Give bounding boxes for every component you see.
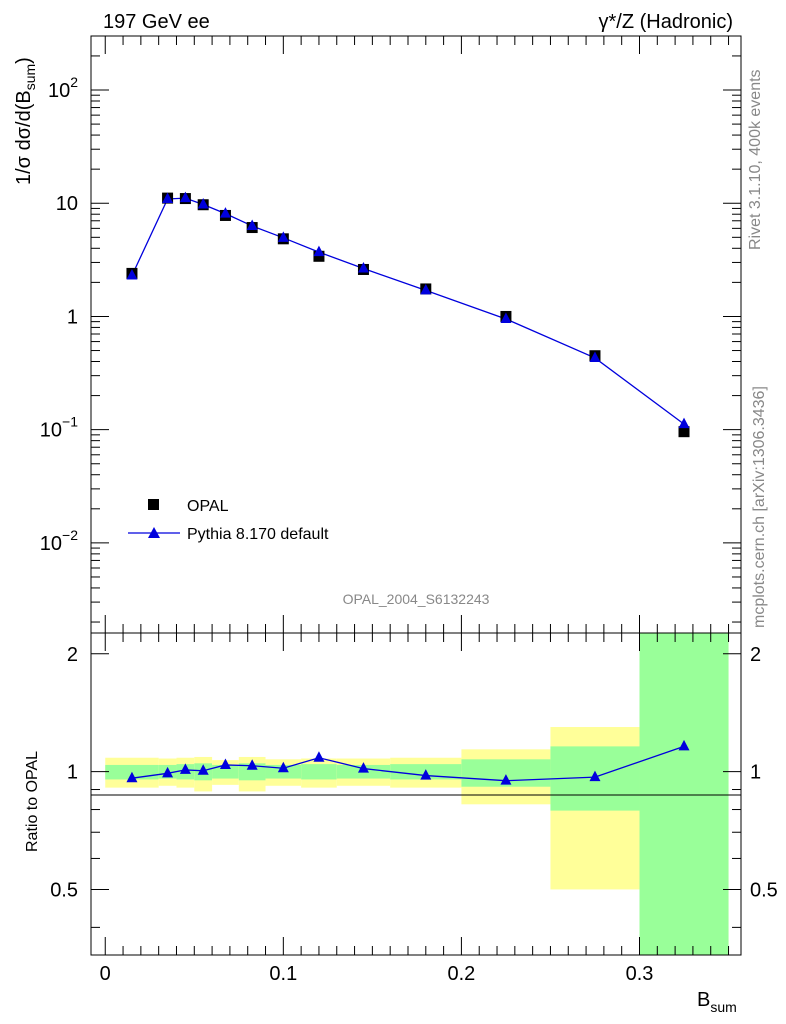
x-axis: 0 0.1 0.2 0.3 — [100, 36, 730, 985]
mcplots-label: mcplots.cern.ch [arXiv:1306.3436] — [751, 386, 768, 628]
mc-point-10 — [500, 312, 512, 323]
xtick-label-1: 0.1 — [269, 963, 297, 985]
main-ytick-exp: −1 — [62, 414, 78, 430]
ratio-mc-point-11 — [589, 770, 601, 782]
mc-point-8 — [357, 262, 369, 273]
ratio-mc-point-3 — [197, 764, 209, 775]
ratio-series — [126, 739, 690, 785]
ratio-mc-point-9 — [420, 769, 432, 780]
ratio-ytick-label-right-2: 2 — [750, 644, 761, 666]
header-right: γ*/Z (Hadronic) — [599, 11, 733, 33]
opal-point-12 — [678, 426, 690, 438]
x-axis-title-main: B — [697, 989, 710, 1011]
mc-point-0 — [126, 269, 138, 280]
header-left: 197 GeV ee — [103, 11, 210, 33]
legend-mc-marker — [148, 527, 160, 538]
ratio-mc-point-1 — [162, 766, 174, 778]
band-green-7 — [301, 764, 337, 780]
ratio-mc-point-6 — [277, 761, 289, 773]
mc-point-12 — [678, 417, 690, 429]
legend-mc-label: Pythia 8.170 default — [187, 526, 329, 543]
main-ylabel-sub: sum — [22, 64, 38, 90]
main-ytick-base: 10 — [56, 193, 78, 215]
opal-point-7 — [313, 250, 325, 262]
xtick-label-3: 0.3 — [626, 963, 654, 985]
main-ytick-exp: 2 — [70, 74, 78, 90]
ratio-ytick-label-left-0: 0.5 — [50, 879, 78, 901]
main-ytick-exp: −2 — [62, 527, 78, 543]
ratio-ytick-label-left-1: 1 — [67, 762, 78, 784]
mc-point-7 — [313, 245, 325, 257]
ratio-mc-point-4 — [219, 758, 231, 769]
ratio-ylabel: Ratio to OPAL — [24, 751, 41, 852]
main-ylabel-text: 1/σ dσ/d(B — [13, 90, 35, 185]
main-ytick-base: 10 — [40, 533, 62, 555]
ratio-ytick-label-right-0: 0.5 — [750, 879, 778, 901]
main-ylabel: 1/σ dσ/d(Bsum) — [13, 57, 38, 185]
ratio-mc-point-8 — [357, 762, 369, 773]
x-axis-title: Bsum — [697, 989, 737, 1015]
mc-point-1 — [162, 192, 174, 203]
ratio-plot-frame — [90, 632, 742, 956]
mc-point-4 — [219, 207, 231, 218]
legend-data-marker — [148, 499, 159, 510]
mc-point-2 — [179, 191, 191, 203]
legend-data-label: OPAL — [187, 498, 229, 515]
main-ytick-label-0: 10−2 — [40, 527, 78, 555]
rivet-label: Rivet 3.1.10, 400k events — [747, 69, 764, 250]
ratio-mc-point-2 — [179, 763, 191, 774]
ratio-mc-point-7 — [313, 751, 325, 762]
ratio-mc-point-5 — [246, 759, 258, 770]
band-green-5 — [238, 763, 266, 781]
main-series — [126, 191, 690, 438]
main-ytick-base: 10 — [48, 80, 70, 102]
main-ylabel-close: ) — [13, 57, 35, 64]
ratio-ytick-label-left-2: 2 — [67, 644, 78, 666]
ratio-y-axis: 0.5 0.5 1 1 2 2 — [50, 644, 778, 928]
mc-point-9 — [420, 283, 432, 295]
main-plot-frame — [90, 35, 742, 634]
main-ytick-base: 10 — [40, 420, 62, 442]
ratio-mc-point-0 — [126, 771, 138, 783]
mc-point-11 — [589, 351, 601, 362]
main-ytick-base: 1 — [67, 306, 78, 328]
ratio-mc-point-12 — [678, 739, 690, 751]
ratio-bands — [105, 633, 729, 955]
ratio-mc-point-10 — [500, 774, 512, 785]
main-ytick-label-1: 10−1 — [40, 414, 78, 442]
xtick-label-0: 0 — [100, 963, 111, 985]
mc-point-3 — [197, 197, 209, 209]
xtick-label-2: 0.2 — [448, 963, 476, 985]
main-ytick-label-2: 1 — [67, 306, 78, 328]
band-green-4 — [212, 764, 239, 779]
band-green-12 — [639, 633, 729, 955]
main-ytick-label-4: 102 — [48, 74, 78, 102]
x-axis-title-sub: sum — [710, 999, 736, 1015]
mc-point-6 — [277, 231, 289, 242]
legend: OPAL Pythia 8.170 default — [128, 498, 329, 543]
main-mc-line — [131, 197, 685, 425]
mc-point-5 — [246, 219, 258, 230]
ratio-ytick-label-right-1: 1 — [750, 762, 761, 784]
watermark: OPAL_2004_S6132243 — [343, 591, 490, 607]
main-ytick-label-3: 10 — [56, 193, 78, 215]
